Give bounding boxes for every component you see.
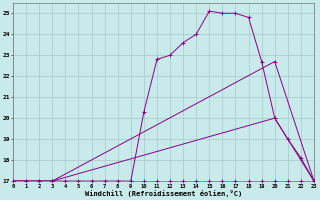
X-axis label: Windchill (Refroidissement éolien,°C): Windchill (Refroidissement éolien,°C): [85, 190, 242, 197]
